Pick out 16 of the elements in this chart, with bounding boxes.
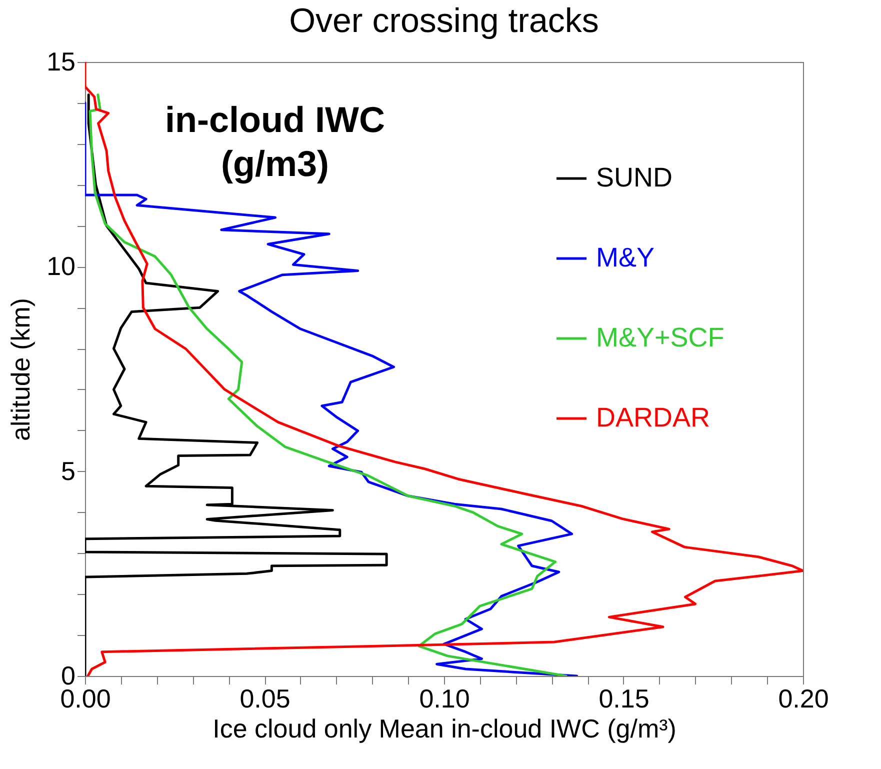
y-tick-label: 10: [46, 251, 76, 282]
legend-label: SUND: [596, 162, 673, 192]
annotation: in-cloud IWC (g/m3): [165, 99, 385, 184]
chart-title: Over crossing tracks: [289, 2, 599, 40]
line-series: [85, 93, 388, 676]
y-tick-label: 15: [46, 46, 76, 76]
x-axis-title: Ice cloud only Mean in-cloud IWC (g/m³): [212, 714, 676, 744]
x-tick-label: 0.15: [598, 684, 650, 714]
legend-label: M&Y: [596, 242, 655, 272]
x-tick-label: 0.10: [419, 684, 470, 714]
legend-label: M&Y+SCF: [596, 322, 724, 352]
x-tick-label: 0.20: [778, 684, 829, 714]
legend-label: DARDAR: [596, 402, 710, 432]
x-tick-label: 0.05: [240, 684, 290, 714]
y-axis-title: altitude (km): [6, 298, 36, 442]
y-tick-label: 5: [61, 456, 76, 486]
